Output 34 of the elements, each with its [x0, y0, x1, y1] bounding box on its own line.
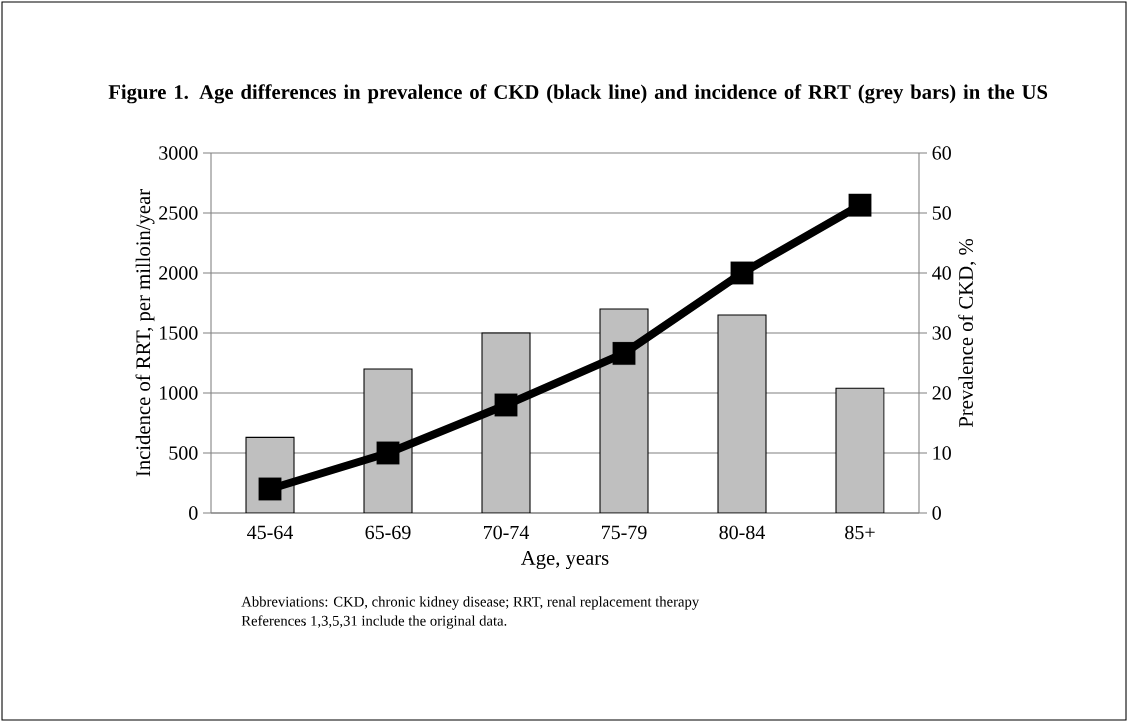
point — [848, 193, 872, 217]
bar — [717, 314, 767, 513]
y-tick-label: 2500 — [159, 206, 198, 220]
y-tick-label: 3000 — [159, 146, 198, 160]
point — [612, 341, 636, 365]
x-axis-title: Age, years — [521, 551, 609, 570]
bar — [835, 387, 885, 513]
x-tick-label: 70-74 — [483, 525, 530, 540]
y-axis-title: Incidence of RRT, per milloin/year — [135, 189, 155, 477]
y2-tick-label: 50 — [932, 206, 951, 220]
point — [258, 477, 282, 501]
y2-tick-label: 20 — [932, 386, 951, 400]
point — [494, 393, 518, 417]
y2-tick-label: 40 — [932, 266, 951, 280]
y2-tick-label: 30 — [932, 326, 951, 340]
y2-tick-label: 10 — [933, 446, 951, 460]
y-tick-label: 0 — [189, 506, 198, 520]
y2-axis-title: Prevalence of CKD, % — [958, 239, 976, 428]
y-tick-label: 2000 — [159, 266, 198, 280]
x-tick-label: 85+ — [845, 525, 875, 540]
x-tick-label: 80-84 — [719, 525, 766, 540]
y-tick-label: 1500 — [160, 326, 198, 340]
text: References 1,3,5,31 include the original data. — [241, 615, 507, 629]
x-tick-label: 45-64 — [247, 525, 294, 540]
text: Abbreviations: CKD, chronic kidney disease; RRT, renal replacement therapy — [241, 596, 700, 610]
x-tick-label: 65-69 — [365, 525, 411, 540]
y-tick-label: 1000 — [160, 386, 198, 400]
y-tick-label: 500 — [169, 446, 198, 460]
y2-tick-label: 60 — [932, 146, 951, 160]
point — [730, 261, 754, 285]
chart-title: Figure 1. Age differences in prevalence of CKD (black line) and incidence of RRT (grey bars) in the US — [108, 84, 1048, 104]
y2-tick-label: 0 — [932, 506, 941, 520]
x-tick-label: 75-79 — [601, 525, 647, 540]
point — [376, 441, 400, 465]
